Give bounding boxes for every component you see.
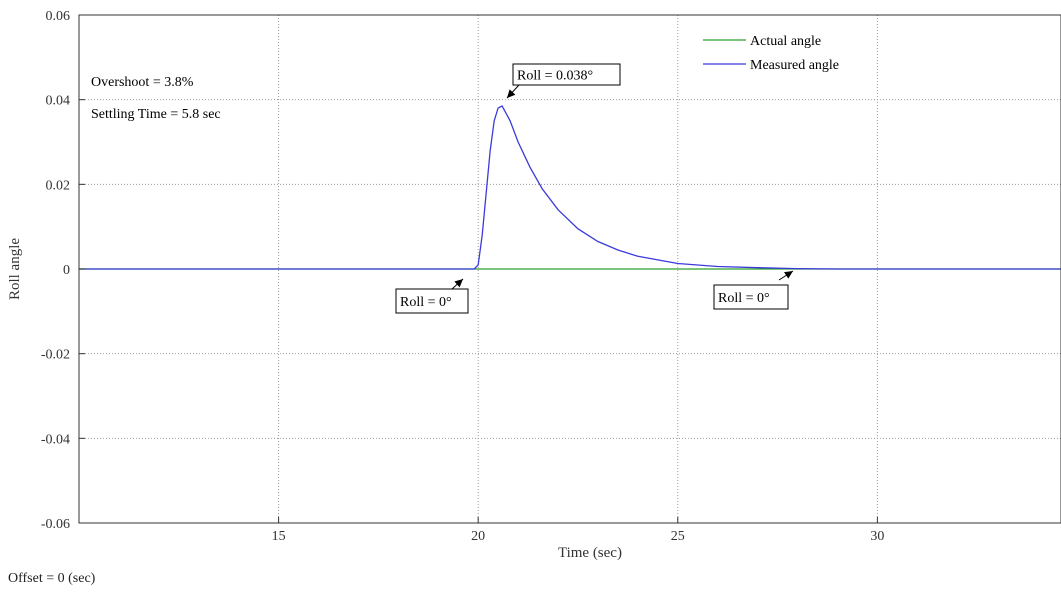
callout-roll-start-arrowhead [454,279,463,288]
x-tick-label: 20 [471,529,485,544]
callout-roll-peak: Roll = 0.038° [506,63,621,99]
settling-time-annotation: Settling Time = 5.8 sec [91,107,221,122]
callout-roll-start-box [395,288,469,314]
series-layer [79,105,1061,270]
y-tick-label: -0.02 [41,348,70,363]
y-tick-label: 0.06 [46,9,71,24]
overshoot-annotation: Overshoot = 3.8% [91,75,194,90]
x-tick-label: 25 [671,529,685,544]
x-tick-label: 15 [272,529,286,544]
callout-roll-peak-text: Roll = 0.038° [517,69,593,84]
callout-roll-start-text: Roll = 0° [400,295,452,310]
y-tick-label: -0.06 [41,517,70,532]
x-tick-label: 30 [870,529,884,544]
callout-roll-end-text: Roll = 0° [718,291,770,306]
x-axis-label: Time (sec) [558,545,622,561]
y-tick-label: -0.04 [41,432,70,447]
callouts-layer: Roll = 0.038° Roll = 0° Roll = 0° [395,63,794,314]
y-axis-label: Roll angle [7,238,23,300]
callout-roll-end-box [713,284,789,310]
callout-roll-end-arrowhead [784,271,793,279]
legend-entry-measured-angle: Measured angle [750,58,839,73]
callout-roll-peak-arrowhead [507,89,516,98]
callout-roll-peak-box [512,63,621,86]
legend: Actual angle Measured angle [703,34,839,73]
y-tick-label: 0.04 [46,94,71,109]
legend-entry-actual-angle: Actual angle [750,34,821,49]
y-tick-label: 0 [63,263,70,278]
y-tick-label: 0.02 [46,178,71,193]
ticks-layer: 0.06 0.04 0.02 0 -0.02 -0.04 -0.06 15 20 25 30 [41,9,885,544]
offset-footer: Offset = 0 (sec) [8,571,96,586]
grid-layer [79,15,1061,523]
callout-roll-end: Roll = 0° [713,270,794,310]
series-line-measured-angle [79,105,1061,270]
callout-roll-start: Roll = 0° [395,278,469,314]
